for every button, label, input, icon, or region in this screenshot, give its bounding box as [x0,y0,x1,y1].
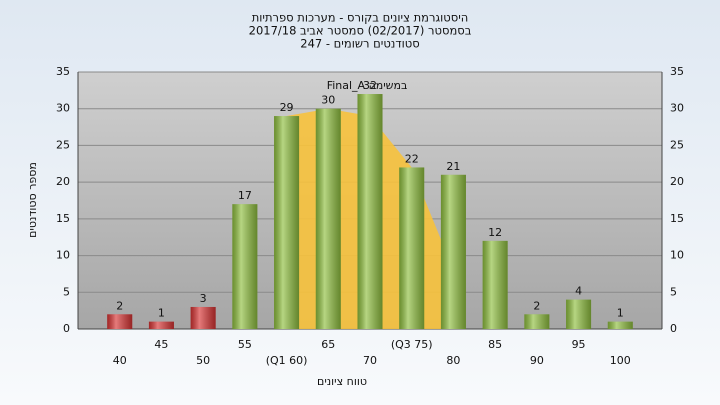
bar-shade [524,314,550,329]
bar-shade [440,174,466,329]
bar-shade [190,306,216,329]
data-label: 4 [575,285,582,298]
bar-shade [482,240,508,329]
x-tick-label: 85 [488,338,502,351]
x-tick-label: 95 [572,338,586,351]
x-tick-label: (Q1 60) [266,354,308,367]
y2-tick-label: 0 [670,322,677,335]
data-label: 1 [617,307,624,320]
data-label: 1 [158,307,165,320]
data-label: 2 [533,299,540,312]
x-tick-label: 45 [154,338,168,351]
y-tick-label: 35 [56,65,70,78]
x-tick-label: 80 [446,354,460,367]
data-label: 2 [116,299,123,312]
y-tick-label: 5 [63,285,70,298]
data-label: 29 [280,101,294,114]
bar-shade [107,314,133,329]
y-tick-label: 30 [56,102,70,115]
bar-shade [399,167,425,329]
y-tick-label: 15 [56,212,70,225]
title-line: סטודנטים רשומים - 247 [300,37,419,51]
data-label: 3 [200,292,207,305]
data-label: 30 [321,94,335,107]
y-tick-label: 20 [56,175,70,188]
x-tick-label: 40 [113,354,127,367]
bar-shade [274,116,300,329]
y-tick-label: 10 [56,249,70,262]
bar-shade [148,321,174,329]
x-tick-label: 65 [321,338,335,351]
x-axis-label: טווח ציונים [317,375,367,388]
bar-shade [232,204,258,329]
y2-tick-label: 10 [670,249,684,262]
y-tick-label: 0 [63,322,70,335]
title-line: היסטוגרמת ציונים בקורס - מערכות ספרתיות [252,11,469,25]
data-label: 22 [405,152,419,165]
x-tick-label: 70 [363,354,377,367]
y2-tick-label: 5 [670,285,677,298]
y2-tick-label: 15 [670,212,684,225]
x-tick-label: 55 [238,338,252,351]
x-tick-label: 50 [196,354,210,367]
y2-tick-label: 30 [670,102,684,115]
data-label: 32 [363,79,377,92]
bar-shade [607,321,633,329]
bar-shade [357,94,383,330]
bar-shade [566,299,592,329]
bar-shade [315,108,341,329]
y-axis-label: מספר סטודנטים [26,162,39,238]
data-label: 21 [446,160,460,173]
x-tick-label: 100 [610,354,631,367]
annotation: Final_A במשימה [327,79,408,92]
y2-tick-label: 25 [670,138,684,151]
y-tick-label: 25 [56,138,70,151]
y2-tick-label: 20 [670,175,684,188]
data-label: 17 [238,189,252,202]
y2-tick-label: 35 [670,65,684,78]
x-tick-label: 90 [530,354,544,367]
x-tick-label: (Q3 75) [391,338,433,351]
data-label: 12 [488,226,502,239]
title-line: בסמסטר (02/2017) סמסטר אביב 2017/18 [249,24,472,38]
